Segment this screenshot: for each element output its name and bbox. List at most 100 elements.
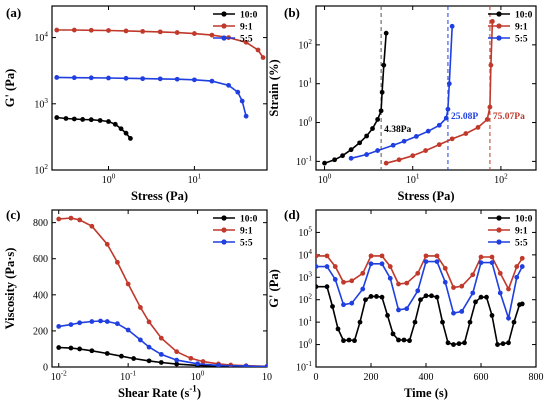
plot-frame xyxy=(51,5,268,171)
data-point xyxy=(158,351,164,357)
y-tick-label: 600 xyxy=(33,254,48,265)
data-point xyxy=(378,108,384,114)
data-point xyxy=(68,345,74,351)
data-point xyxy=(451,310,456,316)
data-point xyxy=(360,286,366,292)
data-point xyxy=(106,75,111,81)
legend-marker xyxy=(496,23,502,29)
data-point xyxy=(174,349,180,355)
x-tick-label: 600 xyxy=(474,372,489,383)
data-point xyxy=(324,284,330,290)
x-axis-title: Stress (Pa) xyxy=(397,189,454,203)
plot-area xyxy=(56,215,267,367)
data-point xyxy=(463,131,469,136)
data-point xyxy=(387,275,393,281)
data-point xyxy=(324,264,330,269)
data-point xyxy=(260,55,266,60)
y-axis-title: G' (Pa) xyxy=(3,69,17,108)
data-point xyxy=(449,23,455,29)
data-point xyxy=(340,153,345,159)
data-point xyxy=(415,270,421,276)
data-point xyxy=(239,98,245,104)
data-point xyxy=(379,294,385,300)
data-point xyxy=(473,299,478,305)
data-point xyxy=(390,331,396,337)
data-point xyxy=(68,215,74,221)
x-tick-label: 400 xyxy=(419,372,434,383)
y-tick-label: 0 xyxy=(43,363,48,374)
data-point xyxy=(88,117,94,123)
data-point xyxy=(322,160,327,166)
data-point xyxy=(404,306,410,312)
data-point xyxy=(195,361,200,367)
data-point xyxy=(436,142,442,148)
y-tick-label: 100 xyxy=(298,338,312,352)
data-point xyxy=(112,121,118,127)
data-point xyxy=(118,126,124,132)
data-point xyxy=(174,361,180,367)
series-line-10-0 xyxy=(316,285,523,346)
data-point xyxy=(379,253,385,259)
series-line-5-5 xyxy=(56,76,247,117)
x-tick-label: 101 xyxy=(406,173,420,187)
data-point xyxy=(442,279,448,285)
data-point xyxy=(357,319,363,325)
data-point xyxy=(348,155,354,161)
data-point xyxy=(174,357,180,363)
data-point xyxy=(174,30,180,35)
data-point xyxy=(456,341,462,347)
data-point xyxy=(423,259,429,265)
annotation-label: 4.38Pa xyxy=(384,125,411,135)
y-tick-label: 400 xyxy=(33,290,48,301)
data-point xyxy=(243,39,249,45)
data-point xyxy=(98,318,103,324)
data-point xyxy=(436,122,442,128)
data-point xyxy=(363,297,368,303)
data-point xyxy=(434,259,440,265)
data-point xyxy=(243,363,249,367)
data-point xyxy=(383,160,389,166)
data-point xyxy=(381,62,387,68)
data-point xyxy=(519,255,525,261)
legend-label: 10:0 xyxy=(240,11,258,21)
data-point xyxy=(56,345,62,350)
panel-label: (c) xyxy=(6,207,20,222)
data-point xyxy=(77,320,83,326)
legend-marker xyxy=(496,239,502,245)
data-point xyxy=(123,130,129,136)
data-point xyxy=(423,148,429,153)
data-point xyxy=(128,136,133,141)
data-point xyxy=(415,288,421,294)
y-tick-label: 101 xyxy=(298,315,312,329)
data-point xyxy=(316,264,319,269)
data-point xyxy=(364,133,370,139)
data-point xyxy=(54,27,60,33)
data-point xyxy=(56,323,62,329)
legend-label: 9:1 xyxy=(240,227,253,237)
data-point xyxy=(209,32,215,38)
data-point xyxy=(71,75,77,81)
data-point xyxy=(375,117,381,122)
data-point xyxy=(131,356,137,361)
data-point xyxy=(379,89,385,95)
legend-label: 5:5 xyxy=(240,35,253,45)
data-point xyxy=(368,253,374,259)
data-point xyxy=(434,253,440,259)
x-axis-title: Shear Rate (s-1) xyxy=(118,383,201,400)
data-point xyxy=(104,319,110,324)
data-point xyxy=(404,280,410,286)
data-point xyxy=(390,142,396,148)
data-point xyxy=(475,124,481,130)
legend-label: 9:1 xyxy=(240,23,253,33)
data-point xyxy=(413,133,419,139)
data-point xyxy=(174,76,180,82)
data-point xyxy=(332,264,338,269)
x-tick-label: 10-1 xyxy=(120,370,136,384)
data-point xyxy=(125,327,131,333)
data-point xyxy=(77,217,83,223)
x-tick-label: 10-2 xyxy=(51,370,67,384)
data-point xyxy=(410,153,416,159)
data-point xyxy=(63,116,69,121)
data-point xyxy=(226,82,231,88)
